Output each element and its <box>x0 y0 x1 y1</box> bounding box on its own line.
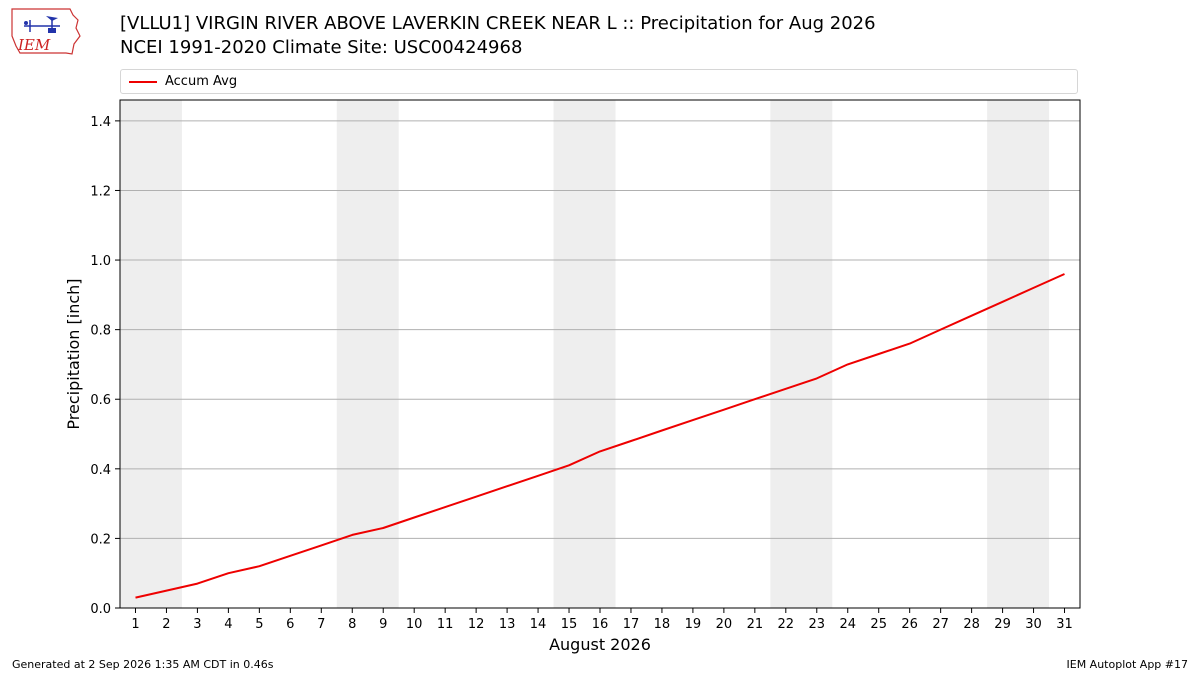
x-tick-label-16: 17 <box>623 617 640 632</box>
weekend-band-1 <box>336 100 399 608</box>
chart-subtitle: NCEI 1991-2020 Climate Site: USC00424968 <box>120 37 523 58</box>
x-tick-label-4: 5 <box>255 617 263 632</box>
x-tick-label-24: 25 <box>870 617 887 632</box>
x-tick-label-2: 3 <box>193 617 201 632</box>
y-axis-label: Precipitation [inch] <box>64 278 83 429</box>
chart-title: [VLLU1] VIRGIN RIVER ABOVE LAVERKIN CREE… <box>120 13 876 34</box>
x-tick-label-27: 28 <box>963 617 980 632</box>
y-tick-label-6: 1.2 <box>90 184 111 199</box>
x-tick-label-14: 15 <box>561 617 578 632</box>
y-tick-label-0: 0.0 <box>90 602 111 617</box>
y-tick-label-4: 0.8 <box>90 324 111 339</box>
weekend-band-3 <box>770 100 833 608</box>
x-tick-label-6: 7 <box>317 617 325 632</box>
x-tick-label-17: 18 <box>654 617 671 632</box>
x-tick-label-3: 4 <box>224 617 232 632</box>
x-tick-label-20: 21 <box>747 617 764 632</box>
weekend-band-2 <box>553 100 616 608</box>
x-tick-label-30: 31 <box>1056 617 1073 632</box>
x-tick-label-12: 13 <box>499 617 516 632</box>
chart-legend: Accum Avg <box>120 69 1078 94</box>
x-tick-label-7: 8 <box>348 617 356 632</box>
iem-logo: IEM <box>8 6 82 58</box>
weekend-band-4 <box>987 100 1050 608</box>
x-tick-label-8: 9 <box>379 617 387 632</box>
y-tick-label-2: 0.4 <box>90 463 111 478</box>
x-tick-label-18: 19 <box>685 617 702 632</box>
weekend-band-0 <box>120 100 182 608</box>
x-tick-label-15: 16 <box>592 617 609 632</box>
x-tick-label-23: 24 <box>839 617 856 632</box>
x-tick-label-9: 10 <box>406 617 423 632</box>
x-tick-label-5: 6 <box>286 617 294 632</box>
x-tick-label-22: 23 <box>809 617 826 632</box>
y-tick-label-3: 0.6 <box>90 393 111 408</box>
logo-text: IEM <box>17 36 51 54</box>
x-tick-label-19: 20 <box>716 617 733 632</box>
iowa-map-logo-icon: IEM <box>11 8 81 55</box>
x-tick-label-29: 30 <box>1025 617 1042 632</box>
x-tick-label-26: 27 <box>932 617 949 632</box>
x-tick-label-11: 12 <box>468 617 485 632</box>
footer-app-label: IEM Autoplot App #17 <box>1066 658 1189 671</box>
x-tick-label-21: 22 <box>778 617 795 632</box>
x-axis: 1 2 3 4 5 6 7 8 9 10 11 12 13 14 15 16 17 18 19 20 21 22 23 24 2… <box>131 608 1073 632</box>
series-layer <box>135 273 1065 599</box>
x-tick-label-0: 1 <box>131 617 139 632</box>
footer-generated-text: Generated at 2 Sep 2026 1:35 AM CDT in 0… <box>12 658 274 671</box>
x-tick-label-13: 14 <box>530 617 547 632</box>
legend-swatch-accum-avg <box>129 81 157 83</box>
weekend-bands <box>120 100 1050 608</box>
y-tick-label-1: 0.2 <box>90 532 111 547</box>
y-axis: 0.0 0.2 0.4 0.6 0.8 1.0 1.2 1.4 <box>90 115 120 617</box>
y-tick-label-5: 1.0 <box>90 254 111 269</box>
legend-label-accum-avg: Accum Avg <box>165 74 238 89</box>
series-line-accum-avg <box>135 273 1065 599</box>
x-axis-label: August 2026 <box>549 635 651 654</box>
x-tick-label-1: 2 <box>162 617 170 632</box>
x-tick-label-28: 29 <box>994 617 1011 632</box>
x-tick-label-25: 26 <box>901 617 918 632</box>
x-tick-label-10: 11 <box>437 617 454 632</box>
y-tick-label-7: 1.4 <box>90 115 111 130</box>
